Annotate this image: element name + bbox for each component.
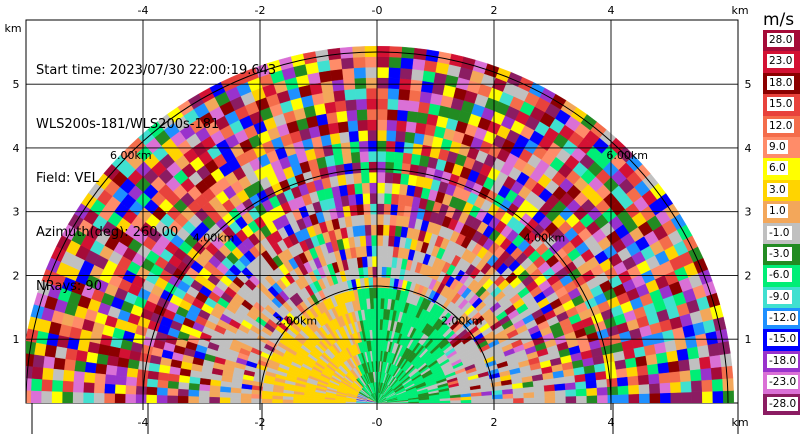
colorbar-swatch: -9.0	[763, 286, 800, 309]
y-tick-left: 3	[13, 206, 20, 219]
y-tick-left: 5	[13, 78, 20, 91]
colorbar-swatch: 15.0	[763, 94, 800, 116]
x-tick-bottom: 4	[608, 416, 615, 429]
colorbar-swatch: 12.0	[763, 115, 800, 137]
y-tick-right: 3	[745, 206, 752, 219]
colorbar-swatch: -1.0	[763, 222, 800, 244]
range-ring	[142, 168, 612, 404]
range-ring-label-left: 4.00km	[193, 232, 235, 245]
range-ring	[259, 285, 495, 404]
y-tick-left: 1	[13, 333, 20, 346]
x-tick-top: 4	[608, 4, 615, 17]
y-tick-left: 4	[13, 142, 20, 155]
azimuth-text: Azimuth(deg): 260.00	[36, 225, 179, 240]
colorbar-label: -28.0	[767, 396, 799, 411]
colorbar-label: 23.0	[767, 54, 795, 69]
y-tick-right: 4	[745, 142, 752, 155]
colorbar-label: 12.0	[767, 118, 795, 133]
colorbar-swatch: 6.0	[763, 158, 800, 180]
range-ring-label-right: 2.00km	[441, 314, 483, 327]
colorbar-swatch: 23.0	[763, 51, 800, 73]
colorbar-label: 1.0	[767, 204, 788, 219]
colorbar-swatch: -6.0	[763, 265, 800, 287]
grid-lines	[26, 20, 738, 403]
range-ring-label-right: 4.00km	[524, 232, 566, 245]
km-unit-label: km	[731, 4, 748, 17]
range-ring-label-left: 6.00km	[110, 149, 152, 162]
range-ring-label-right: 6.00km	[606, 149, 648, 162]
colorbar-label: -1.0	[767, 225, 792, 240]
x-tick-top: -2	[255, 4, 266, 17]
colorbar-label: 6.0	[767, 161, 788, 176]
info-box: Start time: 2023/07/30 22:00:19.643 WLS2…	[36, 26, 276, 314]
x-tick-bottom: -4	[138, 416, 149, 429]
colorbar-label: 28.0	[767, 33, 795, 47]
colorbar-swatch: 1.0	[763, 201, 800, 223]
colorbar-label: -12.0	[767, 311, 799, 326]
x-tick-top: -4	[138, 4, 149, 17]
velocity-field	[26, 45, 735, 403]
km-unit-label: km	[731, 416, 748, 429]
colorbar-swatch: -3.0	[763, 243, 800, 266]
nrays-text: NRays: 90	[36, 279, 102, 294]
colorbar-swatch: -18.0	[763, 350, 800, 373]
km-unit-label: km	[4, 22, 21, 35]
colorbar-swatch: -15.0	[763, 329, 800, 351]
colorbar-swatch: -12.0	[763, 308, 800, 330]
y-tick-left: 2	[13, 269, 20, 282]
y-tick-right: 1	[745, 333, 752, 346]
x-tick-bottom: -2	[255, 416, 266, 429]
colorbar-title: m/s	[763, 10, 795, 30]
range-rings: 2.00km 2.00km 4.00km 4.00km 6.00km 6.00km	[25, 51, 729, 404]
colorbar-swatch: 9.0	[763, 136, 800, 159]
y-tick-right: 2	[745, 269, 752, 282]
colorbar-label: 15.0	[767, 97, 795, 112]
colorbar-label: -18.0	[767, 353, 799, 368]
range-ring-label-left: 2.00km	[275, 314, 317, 327]
colorbar-label: -6.0	[767, 268, 792, 283]
field-text: Field: VEL	[36, 171, 99, 186]
y-tick-right: 5	[745, 78, 752, 91]
range-ring	[25, 51, 729, 404]
x-tick-top: -0	[372, 4, 383, 17]
colorbar-swatch: -28.0	[763, 393, 800, 416]
axis-ticks: -4 -4 -2 -2 -0 -0 2 2 4 4 5 5 4 4 3 3 2 2 1 1 km km km	[4, 4, 752, 434]
x-tick-bottom: -0	[372, 416, 383, 429]
colorbar-swatch: 18.0	[763, 72, 800, 95]
colorbar-swatch: -23.0	[763, 372, 800, 394]
colorbar-swatch: 3.0	[763, 179, 800, 202]
colorbar: 28.0 23.0 18.0 15.0 12.0 9.0 6.0 3.0 1.0 -1.0 -3.0…	[763, 30, 800, 416]
station-text: WLS200s-181/WLS200s-181	[36, 117, 220, 132]
colorbar-label: -3.0	[767, 246, 792, 261]
colorbar-label: 9.0	[767, 139, 788, 154]
colorbar-label: -9.0	[767, 289, 792, 304]
x-tick-bottom: 2	[491, 416, 498, 429]
x-tick-top: 2	[491, 4, 498, 17]
colorbar-label: -23.0	[767, 375, 799, 390]
colorbar-label: -15.0	[767, 332, 799, 347]
colorbar-label: 18.0	[767, 75, 795, 90]
colorbar-swatch: 28.0	[763, 30, 800, 52]
start-time-text: Start time: 2023/07/30 22:00:19.643	[36, 63, 277, 78]
colorbar-label: 3.0	[767, 182, 788, 197]
